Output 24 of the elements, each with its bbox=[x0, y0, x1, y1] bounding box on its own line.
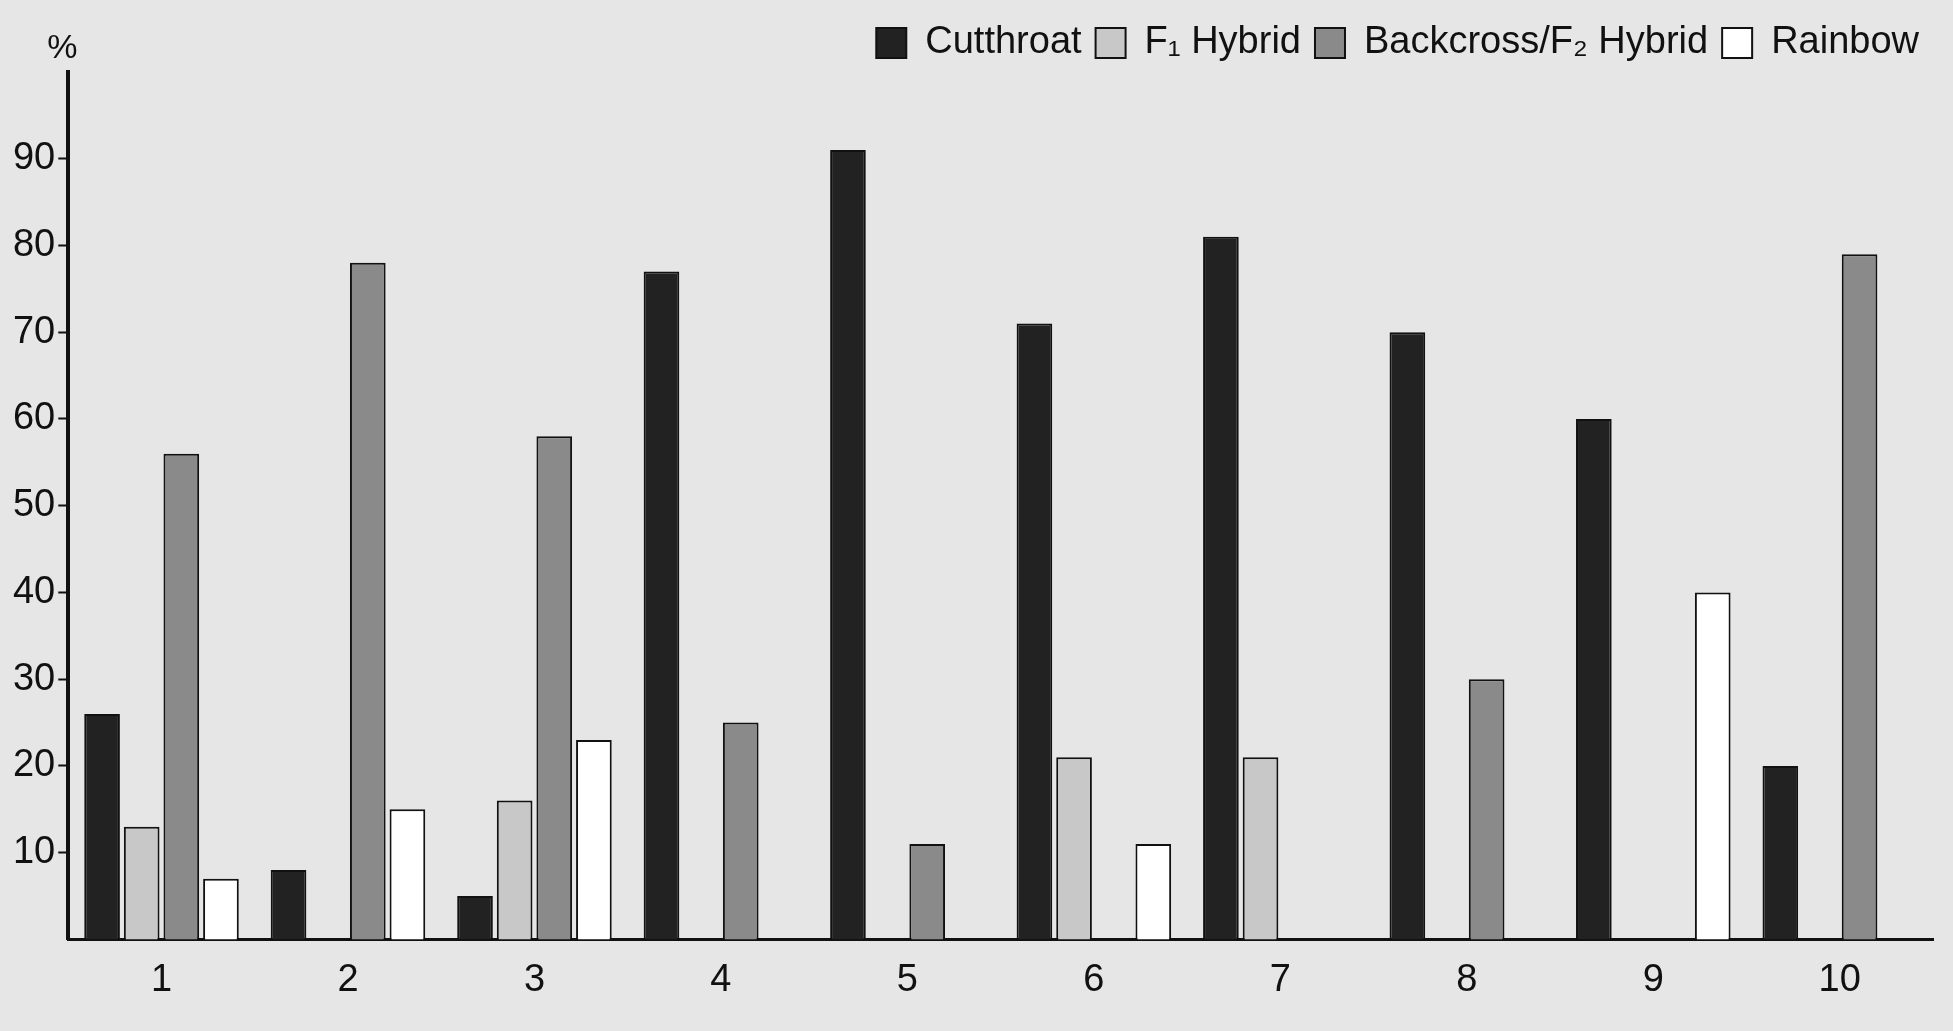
y-tick-label: 30 bbox=[12, 655, 56, 698]
y-tick-label: 60 bbox=[12, 395, 56, 438]
legend-label: F₁ Hybrid bbox=[1144, 19, 1301, 62]
x-tick-label: 9 bbox=[1642, 956, 1664, 999]
y-tick-label: 40 bbox=[12, 568, 56, 611]
y-tick-label: 90 bbox=[12, 135, 56, 178]
x-tick-label: 1 bbox=[150, 956, 173, 999]
legend-label: Rainbow bbox=[1771, 19, 1920, 62]
y-tick-label: 50 bbox=[12, 482, 56, 525]
x-tick-label: 10 bbox=[1818, 956, 1861, 999]
y-tick-label: 10 bbox=[12, 829, 56, 872]
x-tick-label: 3 bbox=[523, 956, 546, 999]
x-tick-label: 7 bbox=[1269, 956, 1291, 999]
y-tick-label: 70 bbox=[12, 308, 56, 351]
y-tick-label: 20 bbox=[12, 742, 56, 785]
y-axis-title: % bbox=[47, 27, 78, 66]
x-tick-label: 2 bbox=[337, 956, 359, 999]
y-tick-label: 80 bbox=[12, 221, 56, 264]
x-tick-label: 4 bbox=[710, 956, 732, 999]
legend-label: Backcross/F₂ Hybrid bbox=[1363, 19, 1709, 62]
x-tick-label: 5 bbox=[896, 956, 918, 999]
x-tick-label: 6 bbox=[1083, 956, 1105, 999]
x-tick-label: 8 bbox=[1456, 956, 1478, 999]
legend-label: Cutthroat bbox=[925, 19, 1083, 62]
